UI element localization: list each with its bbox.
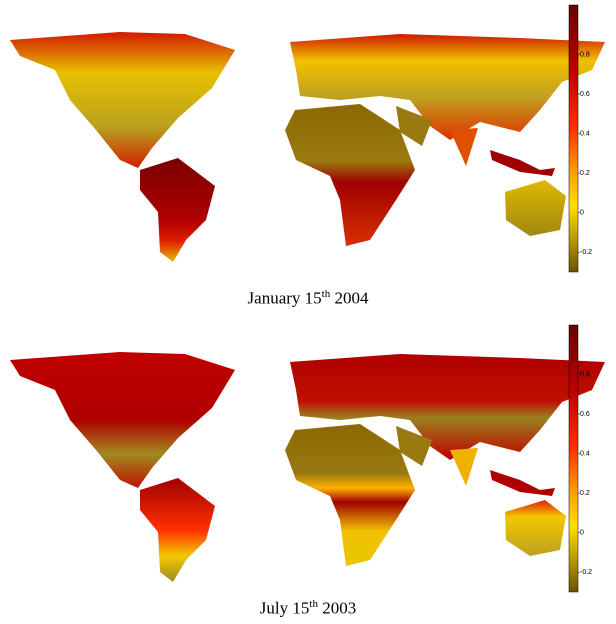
colorbar-tick-label: 0.8: [580, 371, 590, 378]
colorbar-tick-label: 0.6: [580, 91, 590, 98]
colorbar: [569, 325, 578, 592]
colorbar-tick-label: 0.4: [580, 130, 590, 137]
colorbar-tick-label: 0: [580, 530, 584, 537]
india: [450, 448, 478, 486]
colorbar: [569, 5, 578, 272]
colorbar-tick-label: 0.2: [580, 170, 590, 177]
map-panel-1: [10, 32, 605, 262]
page: {"panels": [ {"caption": {"prefix": "Jan…: [0, 0, 616, 624]
caption-text: January 15: [248, 289, 322, 308]
africa: [285, 104, 415, 246]
caption-sup: th: [309, 598, 318, 610]
colorbar-tick-label: 0.2: [580, 490, 590, 497]
caption: January 15th 2004: [0, 288, 616, 309]
caption-sup: th: [322, 288, 331, 300]
colorbar-tick-label: 0.8: [580, 51, 590, 58]
caption-text: 2004: [330, 289, 368, 308]
colorbar-tick-label: -0.2: [580, 569, 592, 576]
south-america: [140, 478, 215, 582]
colorbar-tick-label: -0.2: [580, 249, 592, 256]
colorbar-tick-label: 0.4: [580, 450, 590, 457]
south-america: [140, 158, 215, 262]
indonesia: [490, 150, 555, 176]
caption-text: 2003: [318, 599, 356, 618]
figure: 0.8 0.6 0.4 0.2 0 -0.2 0.8 0.6 0.4 0.2 0 -0.2: [0, 0, 616, 624]
australia: [505, 500, 566, 556]
australia: [505, 180, 566, 236]
north-america: [10, 352, 235, 488]
indonesia: [490, 470, 555, 496]
caption: July 15th 2003: [0, 598, 616, 619]
colorbar-tick-label: 0.6: [580, 411, 590, 418]
map-panel-2: [10, 352, 605, 582]
colorbar-tick-label: 0: [580, 210, 584, 217]
india: [450, 128, 478, 166]
caption-text: July 15: [260, 599, 310, 618]
north-america: [10, 32, 235, 168]
africa: [285, 424, 415, 566]
